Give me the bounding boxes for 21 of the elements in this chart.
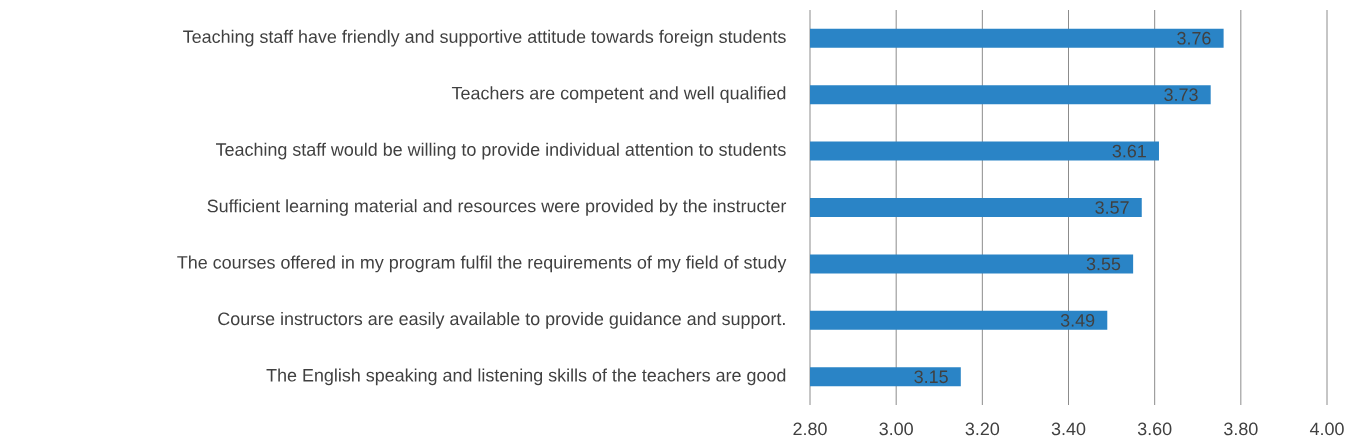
data-label: 3.15 <box>914 370 948 384</box>
x-tick-label: 2.80 <box>793 422 827 436</box>
y-tick-label: Sufficient learning material and resources were provided by the instructer <box>207 199 787 216</box>
y-tick-label: The courses offered in my program fulfil the requirements of my field of study <box>177 255 787 273</box>
y-tick-label: Course instructors are easily available to provide guidance and support. <box>218 312 785 329</box>
x-tick-label: 3.80 <box>1224 422 1258 436</box>
x-tick-label: 3.20 <box>965 422 1000 436</box>
data-label: 3.49 <box>1060 314 1095 327</box>
data-label: 3.73 <box>1164 88 1198 101</box>
data-label: 3.57 <box>1095 201 1129 214</box>
y-tick-label: Teachers are competent and well qualified <box>451 86 786 104</box>
x-tick-label: 4.00 <box>1309 422 1344 436</box>
y-tick-label: The English speaking and listening skills of the teachers are good <box>266 368 786 386</box>
x-tick-label: 3.00 <box>879 422 913 436</box>
data-label: 3.55 <box>1086 257 1121 271</box>
data-label: 3.76 <box>1177 31 1211 45</box>
y-tick-label: Teaching staff have friendly and supportive attitude towards foreign students <box>183 29 786 47</box>
x-tick-label: 3.40 <box>1051 422 1086 436</box>
x-tick-label: 3.60 <box>1137 422 1172 436</box>
y-tick-label: Teaching staff would be willing to provide individual attention to students <box>215 142 786 160</box>
data-label: 3.61 <box>1112 144 1146 158</box>
